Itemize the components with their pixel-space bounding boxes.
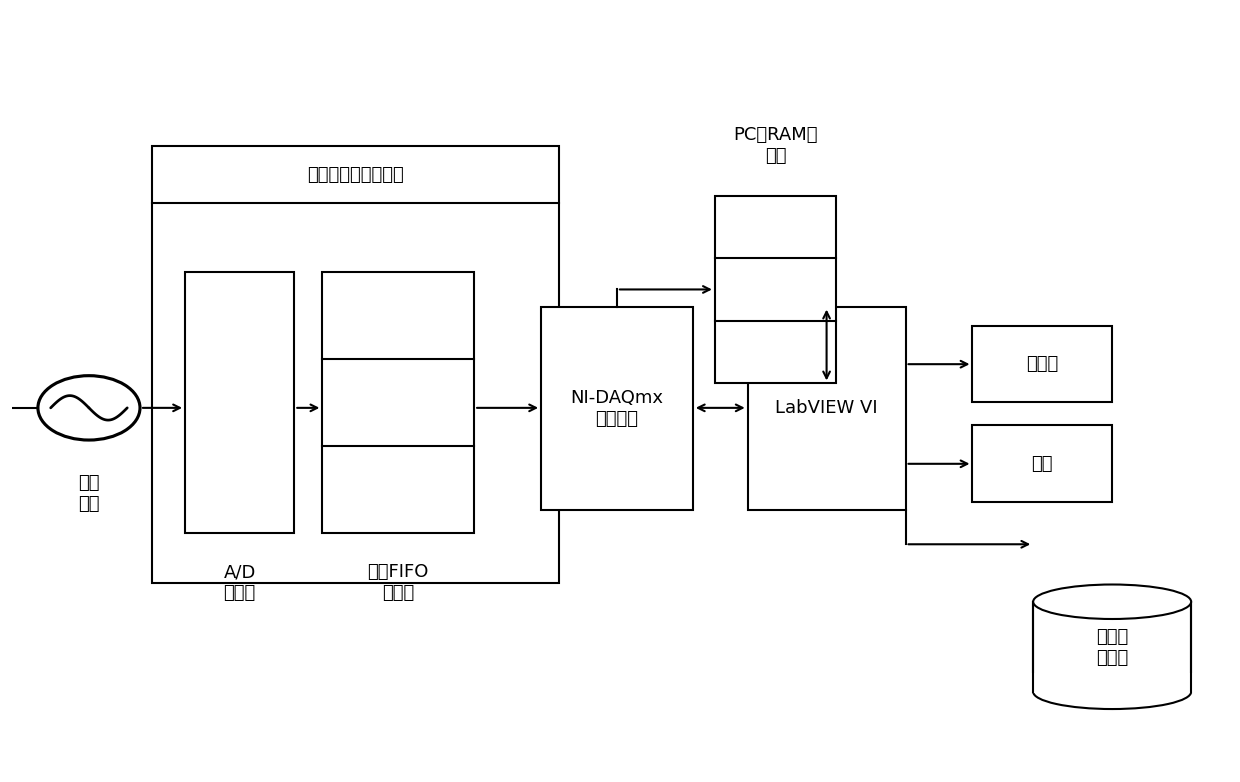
Text: LabVIEW VI: LabVIEW VI [775, 400, 878, 418]
Text: 数据采集卡核心部分: 数据采集卡核心部分 [308, 166, 404, 184]
Text: 互联网: 互联网 [1027, 355, 1059, 373]
Bar [748, 307, 905, 510]
Bar [1030, 673, 1194, 693]
Text: NI-DAQmx
驱动软件: NI-DAQmx 驱动软件 [570, 389, 663, 428]
Ellipse shape [1033, 675, 1192, 709]
Bar [185, 272, 294, 533]
Bar [153, 145, 559, 583]
Text: PC机RAM缓
冲区: PC机RAM缓 冲区 [733, 127, 818, 165]
Bar [972, 326, 1112, 403]
Text: 模拟
信号: 模拟 信号 [78, 475, 99, 513]
Bar [322, 272, 474, 533]
Bar [541, 307, 693, 510]
Text: 磁盘或
数据库: 磁盘或 数据库 [1096, 628, 1128, 667]
Text: A/D
转换器: A/D 转换器 [223, 563, 255, 602]
Text: 板卡FIFO
缓冲区: 板卡FIFO 缓冲区 [367, 563, 429, 602]
Ellipse shape [1033, 584, 1192, 619]
Bar [714, 196, 836, 383]
Text: 显示: 显示 [1032, 455, 1053, 473]
Bar [972, 425, 1112, 502]
